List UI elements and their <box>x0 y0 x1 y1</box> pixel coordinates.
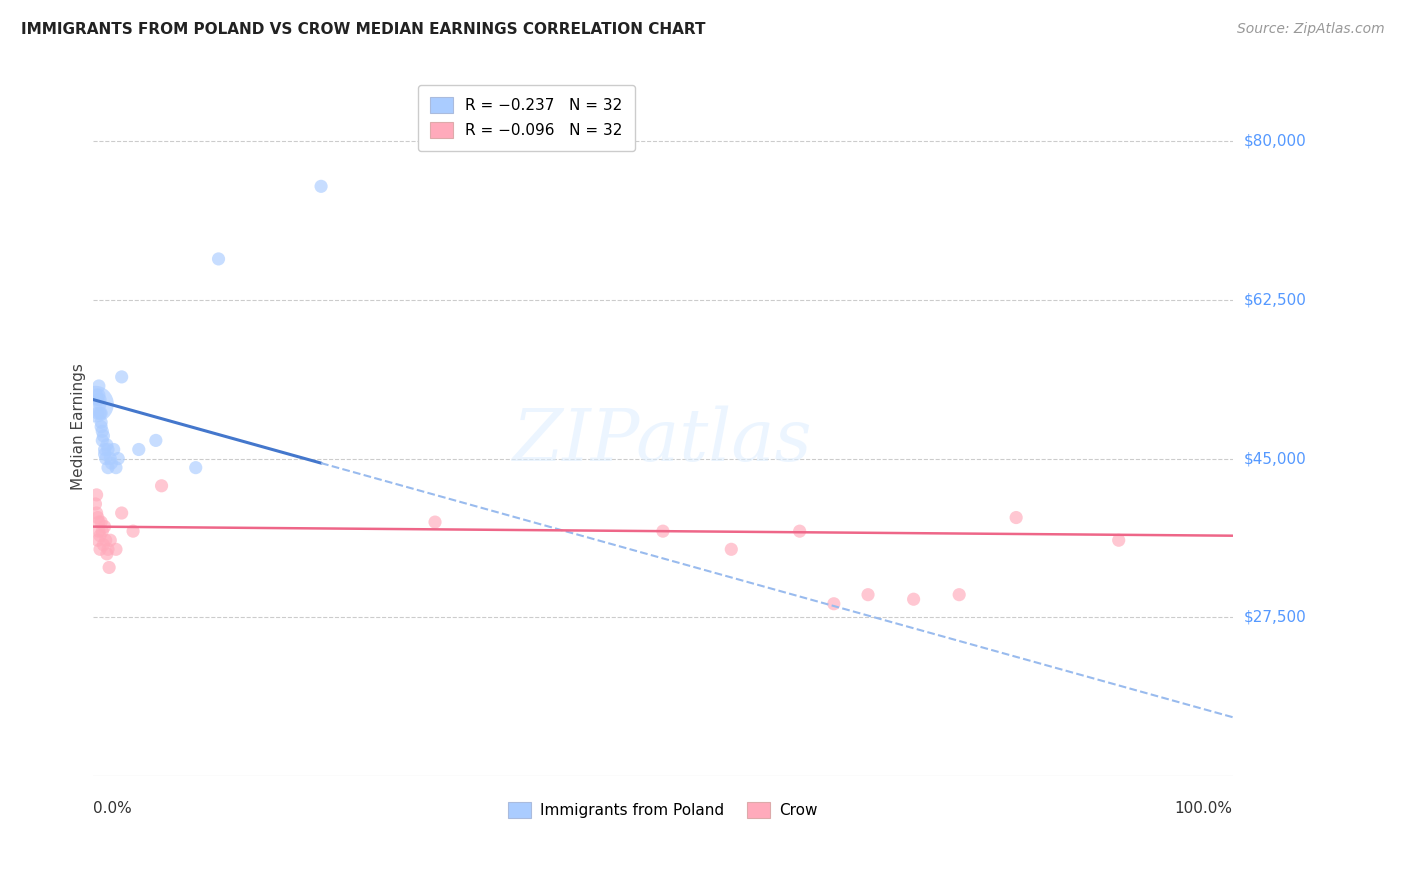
Point <box>97 442 120 457</box>
Point <box>89 529 111 543</box>
Point <box>89 406 111 420</box>
Point <box>107 451 129 466</box>
Point <box>903 592 925 607</box>
Point <box>103 442 125 457</box>
Point <box>207 252 229 266</box>
Text: $80,000: $80,000 <box>1244 134 1306 148</box>
Point <box>86 506 108 520</box>
Point <box>90 406 112 420</box>
Point <box>98 533 121 548</box>
Point <box>1005 510 1028 524</box>
Point <box>93 442 115 457</box>
Point <box>87 392 110 407</box>
Point <box>184 460 207 475</box>
Point <box>86 388 108 402</box>
Point <box>84 497 107 511</box>
Point <box>87 379 110 393</box>
Point <box>98 451 121 466</box>
Point <box>96 547 118 561</box>
Point <box>90 515 112 529</box>
Point <box>86 488 108 502</box>
Point <box>789 524 811 538</box>
Point <box>423 515 446 529</box>
Point <box>128 442 150 457</box>
Point <box>91 425 114 439</box>
Point <box>89 392 111 407</box>
Point <box>856 588 879 602</box>
Point <box>97 542 120 557</box>
Text: 0.0%: 0.0% <box>93 801 132 816</box>
Point <box>651 524 673 538</box>
Point <box>84 397 107 411</box>
Text: IMMIGRANTS FROM POLAND VS CROW MEDIAN EARNINGS CORRELATION CHART: IMMIGRANTS FROM POLAND VS CROW MEDIAN EA… <box>21 22 706 37</box>
Point <box>94 533 117 548</box>
Point <box>93 538 115 552</box>
Point <box>111 370 134 384</box>
Point <box>150 479 173 493</box>
Y-axis label: Median Earnings: Median Earnings <box>72 363 86 491</box>
Text: $45,000: $45,000 <box>1244 451 1306 466</box>
Point <box>94 451 117 466</box>
Point <box>90 415 112 429</box>
Point <box>104 460 127 475</box>
Point <box>93 447 115 461</box>
Point <box>96 438 118 452</box>
Point <box>309 179 332 194</box>
Point <box>111 506 134 520</box>
Text: ZIPatlas: ZIPatlas <box>513 406 813 476</box>
Point <box>89 397 111 411</box>
Point <box>98 560 121 574</box>
Point <box>91 524 114 538</box>
Point <box>87 510 110 524</box>
Text: $27,500: $27,500 <box>1244 610 1306 625</box>
Point <box>91 434 114 448</box>
Point <box>87 515 110 529</box>
Point <box>87 388 110 402</box>
Point <box>97 460 120 475</box>
Point <box>100 456 122 470</box>
Point <box>87 533 110 548</box>
Point <box>104 542 127 557</box>
Text: 100.0%: 100.0% <box>1174 801 1233 816</box>
Point <box>948 588 970 602</box>
Legend: Immigrants from Poland, Crow: Immigrants from Poland, Crow <box>502 797 824 824</box>
Point <box>90 419 112 434</box>
Point <box>823 597 845 611</box>
Point <box>87 524 110 538</box>
Point <box>89 542 111 557</box>
Point <box>93 519 115 533</box>
Point <box>1108 533 1130 548</box>
Point <box>720 542 742 557</box>
Point <box>145 434 167 448</box>
Point <box>87 406 110 420</box>
Text: $62,500: $62,500 <box>1244 293 1306 307</box>
Point <box>122 524 145 538</box>
Text: Source: ZipAtlas.com: Source: ZipAtlas.com <box>1237 22 1385 37</box>
Point <box>93 429 115 443</box>
